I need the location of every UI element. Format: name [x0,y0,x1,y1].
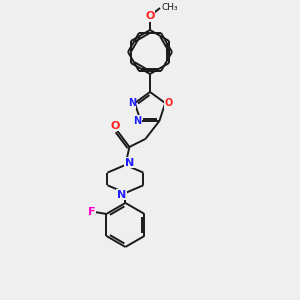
Text: N: N [117,190,126,200]
Text: O: O [164,98,172,108]
Text: CH₃: CH₃ [162,2,178,11]
Text: N: N [134,116,142,126]
Text: N: N [125,158,134,168]
Text: F: F [88,207,95,217]
Text: O: O [111,121,120,131]
Text: O: O [145,11,155,21]
Text: N: N [128,98,136,108]
